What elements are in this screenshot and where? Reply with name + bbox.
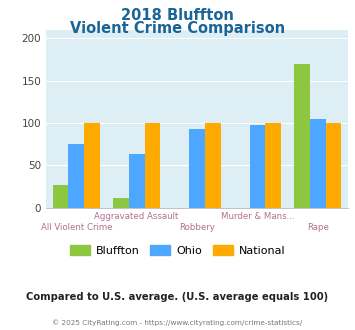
Bar: [189, 129, 205, 208]
Bar: [310, 119, 326, 208]
Bar: [265, 123, 281, 208]
Bar: [326, 123, 341, 208]
Text: Murder & Mans...: Murder & Mans...: [220, 212, 294, 221]
Text: Compared to U.S. average. (U.S. average equals 100): Compared to U.S. average. (U.S. average …: [26, 292, 329, 302]
Legend: Bluffton, Ohio, National: Bluffton, Ohio, National: [65, 241, 290, 260]
Text: Aggravated Assault: Aggravated Assault: [94, 212, 179, 221]
Bar: [205, 123, 220, 208]
Bar: [69, 144, 84, 208]
Text: Robbery: Robbery: [179, 223, 215, 232]
Text: © 2025 CityRating.com - https://www.cityrating.com/crime-statistics/: © 2025 CityRating.com - https://www.city…: [53, 319, 302, 326]
Bar: [144, 123, 160, 208]
Text: Violent Crime Comparison: Violent Crime Comparison: [70, 21, 285, 36]
Bar: [250, 125, 265, 208]
Bar: [129, 154, 144, 208]
Bar: [53, 185, 69, 208]
Text: All Violent Crime: All Violent Crime: [40, 223, 112, 232]
Text: Rape: Rape: [307, 223, 329, 232]
Text: 2018 Bluffton: 2018 Bluffton: [121, 8, 234, 23]
Bar: [294, 64, 310, 208]
Bar: [113, 198, 129, 208]
Bar: [84, 123, 100, 208]
